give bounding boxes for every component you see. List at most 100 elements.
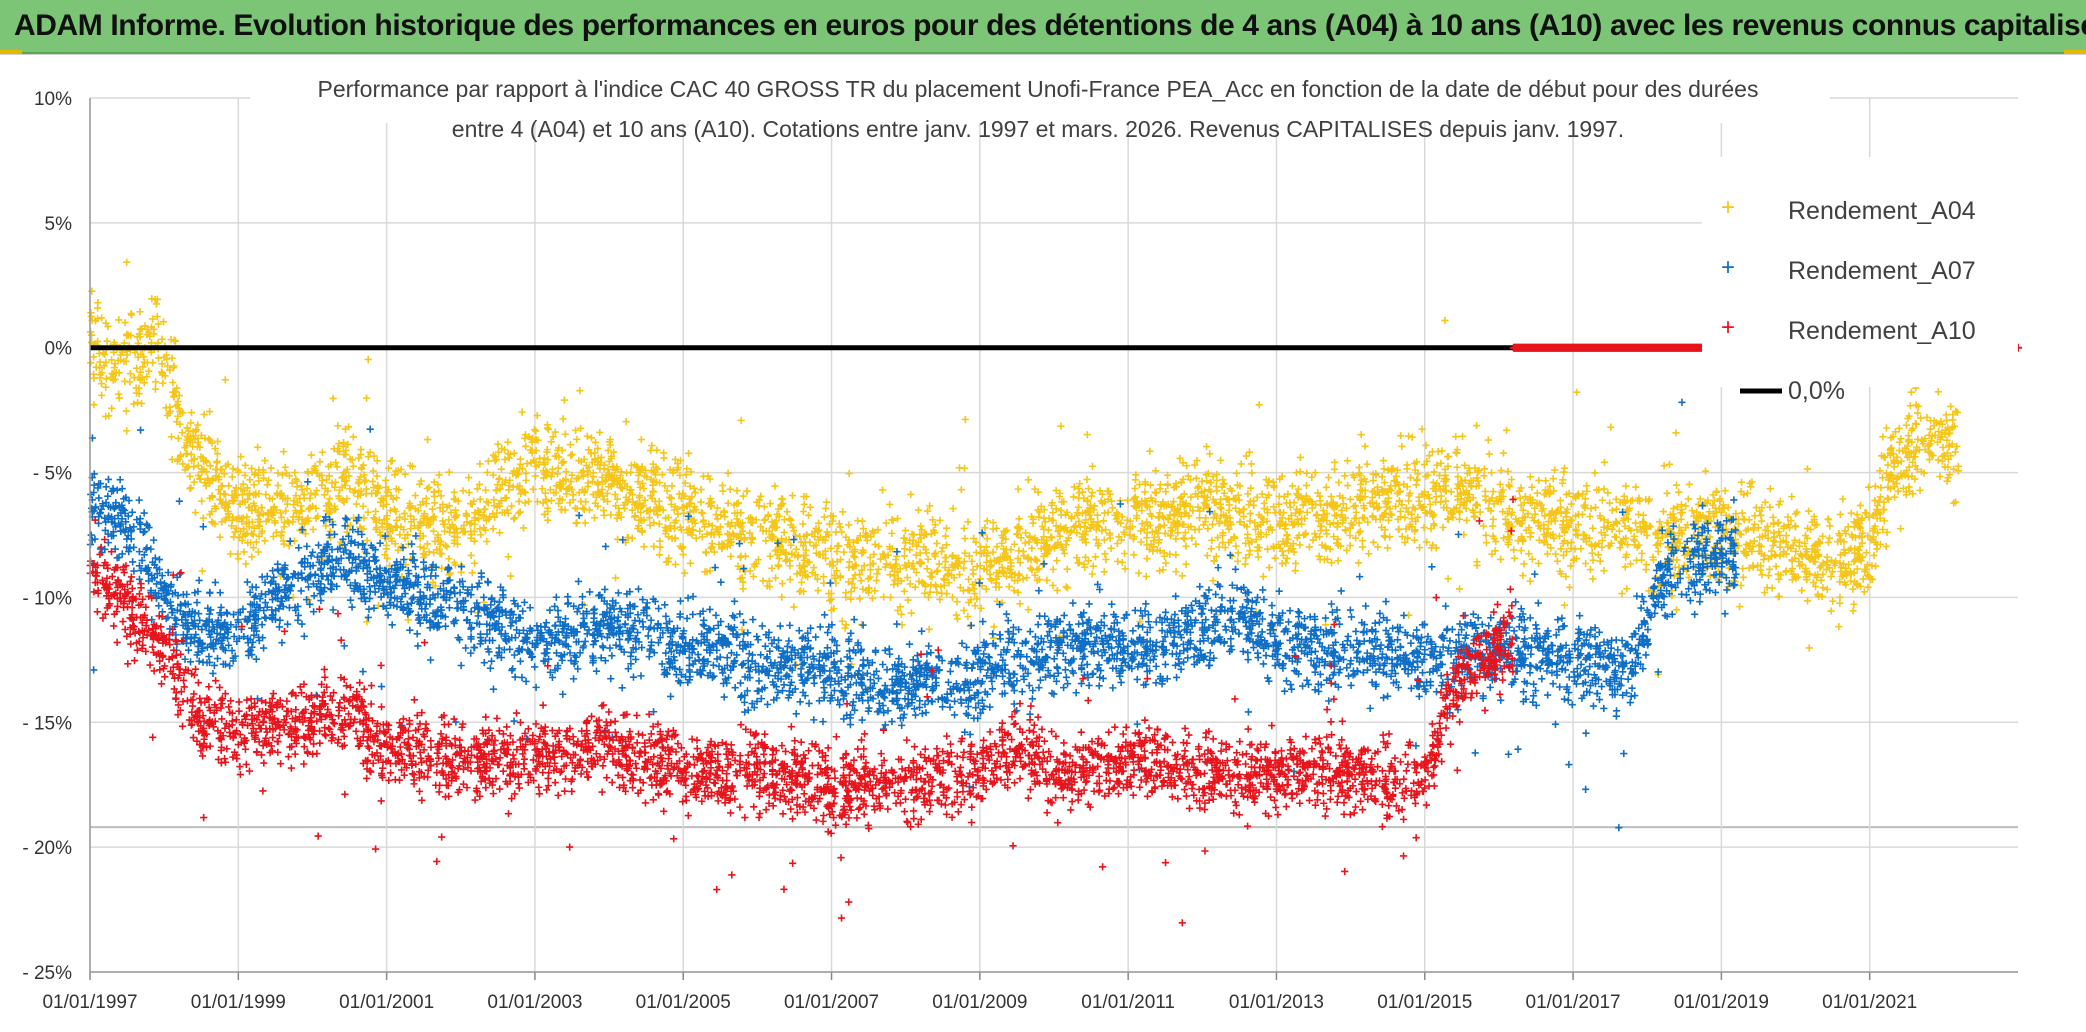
data-point bbox=[1682, 502, 1689, 509]
data-point bbox=[1411, 537, 1418, 544]
data-point bbox=[1361, 443, 1368, 450]
data-point bbox=[600, 512, 607, 519]
data-point bbox=[417, 543, 424, 550]
data-point bbox=[1722, 487, 1729, 494]
data-point bbox=[488, 658, 495, 665]
data-point bbox=[653, 447, 660, 454]
data-point bbox=[1481, 465, 1488, 472]
data-point bbox=[1206, 450, 1213, 457]
data-point bbox=[1611, 533, 1618, 540]
data-point bbox=[531, 663, 538, 670]
data-point bbox=[707, 545, 714, 552]
data-point bbox=[1927, 426, 1934, 433]
data-point bbox=[650, 543, 657, 550]
data-point bbox=[133, 365, 140, 372]
data-point bbox=[623, 418, 630, 425]
data-point bbox=[1740, 574, 1747, 581]
data-point bbox=[924, 556, 931, 563]
data-point bbox=[1773, 563, 1780, 570]
data-point bbox=[310, 526, 317, 533]
data-point bbox=[1297, 454, 1304, 461]
data-point bbox=[898, 611, 905, 618]
data-point bbox=[206, 589, 213, 596]
data-point bbox=[573, 436, 580, 443]
data-point bbox=[1151, 489, 1158, 496]
data-point bbox=[531, 426, 538, 433]
data-point bbox=[295, 544, 302, 551]
data-point bbox=[1054, 587, 1061, 594]
data-point bbox=[483, 538, 490, 545]
data-point bbox=[859, 518, 866, 525]
data-point bbox=[136, 497, 143, 504]
data-point bbox=[520, 524, 527, 531]
data-point bbox=[984, 535, 991, 542]
performance-scatter-chart: 10%5%0%- 5%- 10%- 15%- 20%- 25%01/01/199… bbox=[0, 55, 2086, 1032]
data-point bbox=[175, 435, 182, 442]
data-point bbox=[1589, 575, 1596, 582]
data-point bbox=[1121, 550, 1128, 557]
data-point bbox=[1632, 484, 1639, 491]
data-point bbox=[200, 514, 207, 521]
data-point bbox=[768, 565, 775, 572]
data-point bbox=[724, 470, 731, 477]
data-point bbox=[525, 498, 532, 505]
data-point bbox=[1124, 497, 1131, 504]
data-point bbox=[1798, 587, 1805, 594]
data-point bbox=[823, 499, 830, 506]
data-point bbox=[1661, 462, 1668, 469]
data-point bbox=[1421, 524, 1428, 531]
data-point bbox=[568, 451, 575, 458]
data-point bbox=[522, 499, 529, 506]
data-point bbox=[1578, 661, 1585, 668]
data-point bbox=[814, 587, 821, 594]
data-point bbox=[1070, 493, 1077, 500]
data-point bbox=[1114, 558, 1121, 565]
data-point bbox=[989, 549, 996, 556]
data-point bbox=[282, 464, 289, 471]
data-point bbox=[902, 527, 909, 534]
data-point bbox=[1256, 401, 1263, 408]
data-point bbox=[787, 517, 794, 524]
data-point bbox=[1260, 573, 1267, 580]
data-point bbox=[1422, 442, 1429, 449]
data-point bbox=[740, 585, 747, 592]
data-point bbox=[965, 576, 972, 583]
data-point bbox=[98, 380, 105, 387]
data-point bbox=[1482, 532, 1489, 539]
data-point bbox=[1182, 543, 1189, 550]
data-point bbox=[1470, 611, 1477, 618]
data-point bbox=[1675, 489, 1682, 496]
data-point bbox=[1736, 603, 1743, 610]
data-point bbox=[1007, 546, 1014, 553]
data-point bbox=[387, 458, 394, 465]
data-point bbox=[1245, 501, 1252, 508]
data-point bbox=[152, 378, 159, 385]
data-point bbox=[789, 492, 796, 499]
data-point bbox=[835, 542, 842, 549]
data-point bbox=[977, 543, 984, 550]
data-point bbox=[1877, 484, 1884, 491]
data-point bbox=[1153, 663, 1160, 670]
data-point bbox=[1077, 523, 1084, 530]
data-point bbox=[1109, 504, 1116, 511]
data-point bbox=[1601, 459, 1608, 466]
data-point bbox=[672, 561, 679, 568]
data-point bbox=[1234, 558, 1241, 565]
data-point bbox=[767, 553, 774, 560]
data-point bbox=[1347, 496, 1354, 503]
data-point bbox=[108, 405, 115, 412]
data-point bbox=[1836, 594, 1843, 601]
data-point bbox=[1208, 545, 1215, 552]
data-point bbox=[1159, 566, 1166, 573]
data-point bbox=[353, 500, 360, 507]
data-point bbox=[1452, 433, 1459, 440]
data-point bbox=[1441, 317, 1448, 324]
data-point bbox=[1826, 534, 1833, 541]
data-point bbox=[382, 477, 389, 484]
data-point bbox=[1485, 436, 1492, 443]
data-point bbox=[943, 525, 950, 532]
data-point bbox=[1092, 553, 1099, 560]
data-point bbox=[532, 427, 539, 434]
data-point bbox=[305, 469, 312, 476]
data-point bbox=[1638, 556, 1645, 563]
